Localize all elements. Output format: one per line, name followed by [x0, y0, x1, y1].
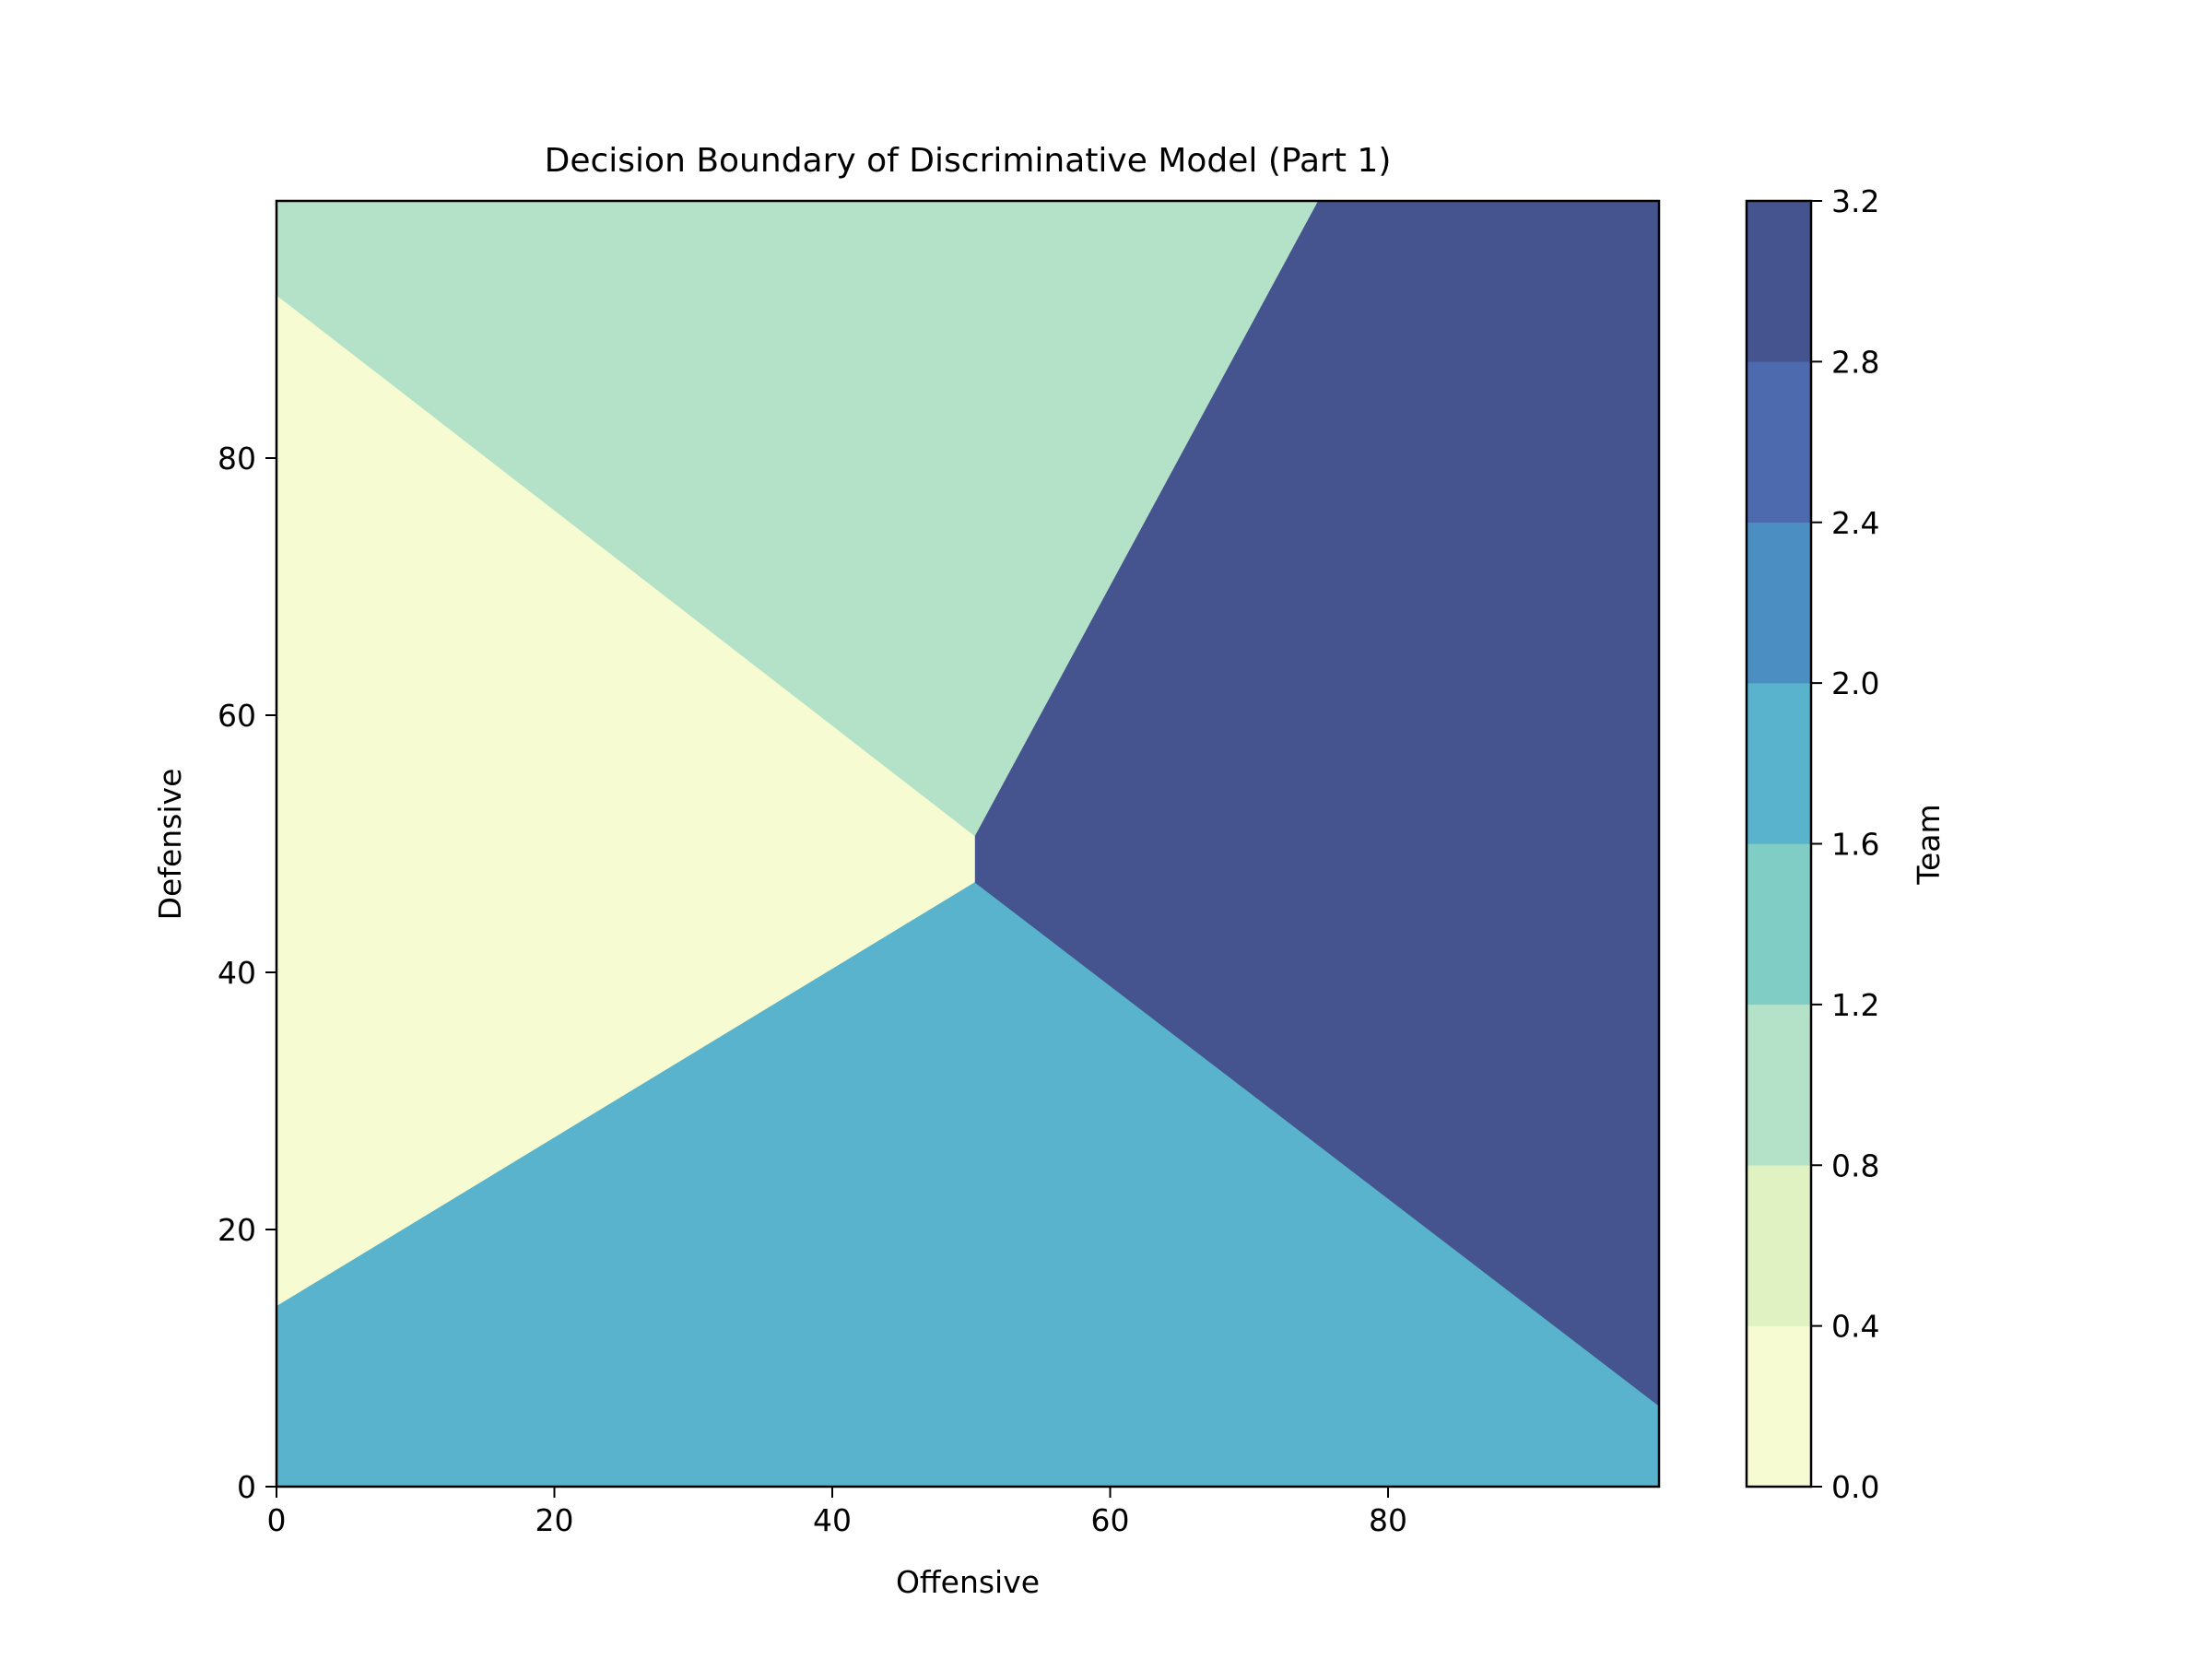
colorbar-tick-label: 0.8	[1831, 1147, 1879, 1183]
y-axis-ticks: 0 20 40 60 80	[218, 441, 276, 1505]
y-axis-label: Defensive	[152, 769, 188, 921]
colorbar	[1746, 200, 1812, 1488]
colorbar-segment	[1746, 200, 1812, 362]
colorbar-tick-label: 1.6	[1831, 827, 1879, 863]
plot-area	[276, 200, 1660, 1488]
plot-frame	[275, 199, 1661, 1488]
colorbar-segment	[1746, 361, 1812, 523]
x-axis-ticks: 0 20 40 60 80	[267, 1487, 1407, 1538]
y-tick-label: 60	[218, 698, 256, 734]
colorbar-tick-label: 0.4	[1831, 1309, 1879, 1345]
x-tick-label: 80	[1369, 1502, 1407, 1538]
colorbar-tick-label: 2.4	[1831, 505, 1879, 541]
colorbar-tick-label: 1.2	[1831, 987, 1879, 1023]
colorbar-segment	[1746, 843, 1812, 1006]
y-tick-label: 80	[218, 441, 256, 477]
colorbar-tick-label: 2.8	[1831, 344, 1879, 380]
colorbar-segment	[1746, 1004, 1812, 1166]
colorbar-tick-label: 3.2	[1831, 183, 1879, 219]
x-tick-label: 0	[267, 1502, 287, 1538]
colorbar-tick-label: 2.0	[1831, 665, 1879, 701]
x-tick-label: 40	[813, 1502, 852, 1538]
colorbar-segment	[1746, 1165, 1812, 1326]
colorbar-ticks: 0.0 0.4 0.8 1.2 1.6 2.0 2.4 2.8 3.2	[1811, 183, 1879, 1505]
colorbar-segment	[1746, 1325, 1812, 1488]
y-tick-label: 0	[237, 1469, 256, 1505]
x-tick-label: 20	[535, 1502, 574, 1538]
colorbar-tick-label: 0.0	[1831, 1469, 1879, 1505]
y-tick-label: 40	[218, 955, 256, 991]
colorbar-segment	[1746, 682, 1812, 844]
x-tick-label: 60	[1091, 1502, 1130, 1538]
colorbar-label: Team	[1911, 804, 1947, 885]
x-axis-label: Offensive	[896, 1564, 1040, 1600]
chart-title: Decision Boundary of Discriminative Mode…	[545, 142, 1392, 180]
colorbar-segment	[1746, 522, 1812, 684]
y-tick-label: 20	[218, 1212, 256, 1248]
